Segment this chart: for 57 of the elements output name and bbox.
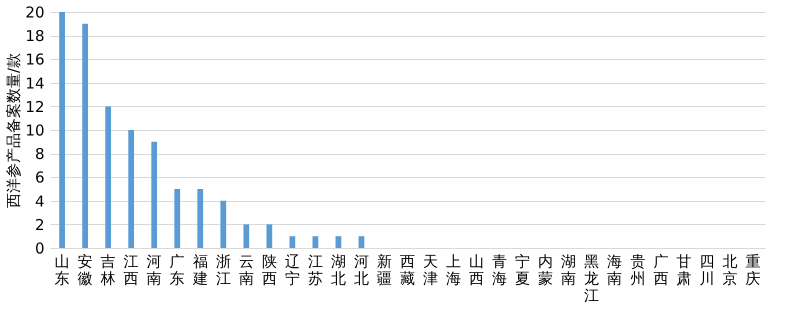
x-tick-label: 青海 <box>492 252 508 288</box>
x-tick-label: 江苏 <box>308 252 323 288</box>
bar <box>336 236 342 248</box>
x-tick-label: 山西 <box>469 252 484 288</box>
y-tick-label: 4 <box>34 192 44 210</box>
x-tick-label: 浙江 <box>216 252 231 288</box>
x-tick-label: 甘肃 <box>676 252 692 288</box>
bar <box>151 142 158 248</box>
y-tick-label: 20 <box>25 4 44 22</box>
x-tick-label: 海南 <box>607 252 622 288</box>
y-tick-label: 16 <box>25 50 44 69</box>
bar <box>358 236 364 248</box>
bar <box>197 189 204 248</box>
bar <box>82 24 88 248</box>
x-tick-label: 湖北 <box>330 252 346 288</box>
y-tick-label: 2 <box>34 216 44 234</box>
bar <box>266 224 272 248</box>
x-tick-label: 上海 <box>446 252 462 288</box>
x-tick-label: 内蒙 <box>538 252 554 288</box>
x-tick-label: 广东 <box>170 252 185 288</box>
x-tick-label: 西藏 <box>400 252 415 288</box>
x-tick-label: 河北 <box>354 252 369 288</box>
bar <box>289 236 296 248</box>
x-tick-label: 四川 <box>699 252 714 288</box>
y-tick-label: 8 <box>34 145 44 164</box>
x-tick-label: 湖南 <box>561 252 576 288</box>
x-tick-label: 北京 <box>722 252 738 288</box>
bar <box>243 224 250 248</box>
x-tick-label: 天津 <box>423 252 438 288</box>
x-tick-label: 江西 <box>124 252 139 288</box>
y-tick-label: 0 <box>34 240 44 258</box>
bar <box>105 106 112 248</box>
x-tick-label: 安徽 <box>78 252 93 288</box>
bar <box>59 12 65 248</box>
x-tick-label: 福建 <box>192 252 208 288</box>
x-tick-label: 贵州 <box>630 252 646 288</box>
x-tick-label: 黑龙江 <box>584 252 600 304</box>
x-tick-label: 山东 <box>54 252 70 288</box>
x-tick-label: 广西 <box>653 252 668 288</box>
y-tick-label: 12 <box>25 98 44 116</box>
bar <box>312 236 318 248</box>
bar <box>174 189 180 248</box>
x-tick-label: 宁夏 <box>515 252 530 288</box>
y-tick-label: 18 <box>25 27 44 46</box>
x-tick-label: 辽宁 <box>284 252 300 288</box>
x-tick-label: 云南 <box>238 252 254 288</box>
bar <box>128 130 134 248</box>
y-tick-label: 6 <box>34 168 44 187</box>
x-tick-label: 重庆 <box>745 252 760 288</box>
x-tick-label: 陕西 <box>262 252 277 288</box>
x-tick-label: 新疆 <box>376 252 392 288</box>
x-tick-label: 河南 <box>146 252 162 288</box>
y-tick-label: 10 <box>25 122 44 140</box>
bar <box>220 200 226 248</box>
x-tick-label: 吉林 <box>100 252 116 288</box>
y-axis-title: 西洋参产品备案数量/款 <box>4 52 22 208</box>
y-tick-label: 14 <box>25 74 44 92</box>
